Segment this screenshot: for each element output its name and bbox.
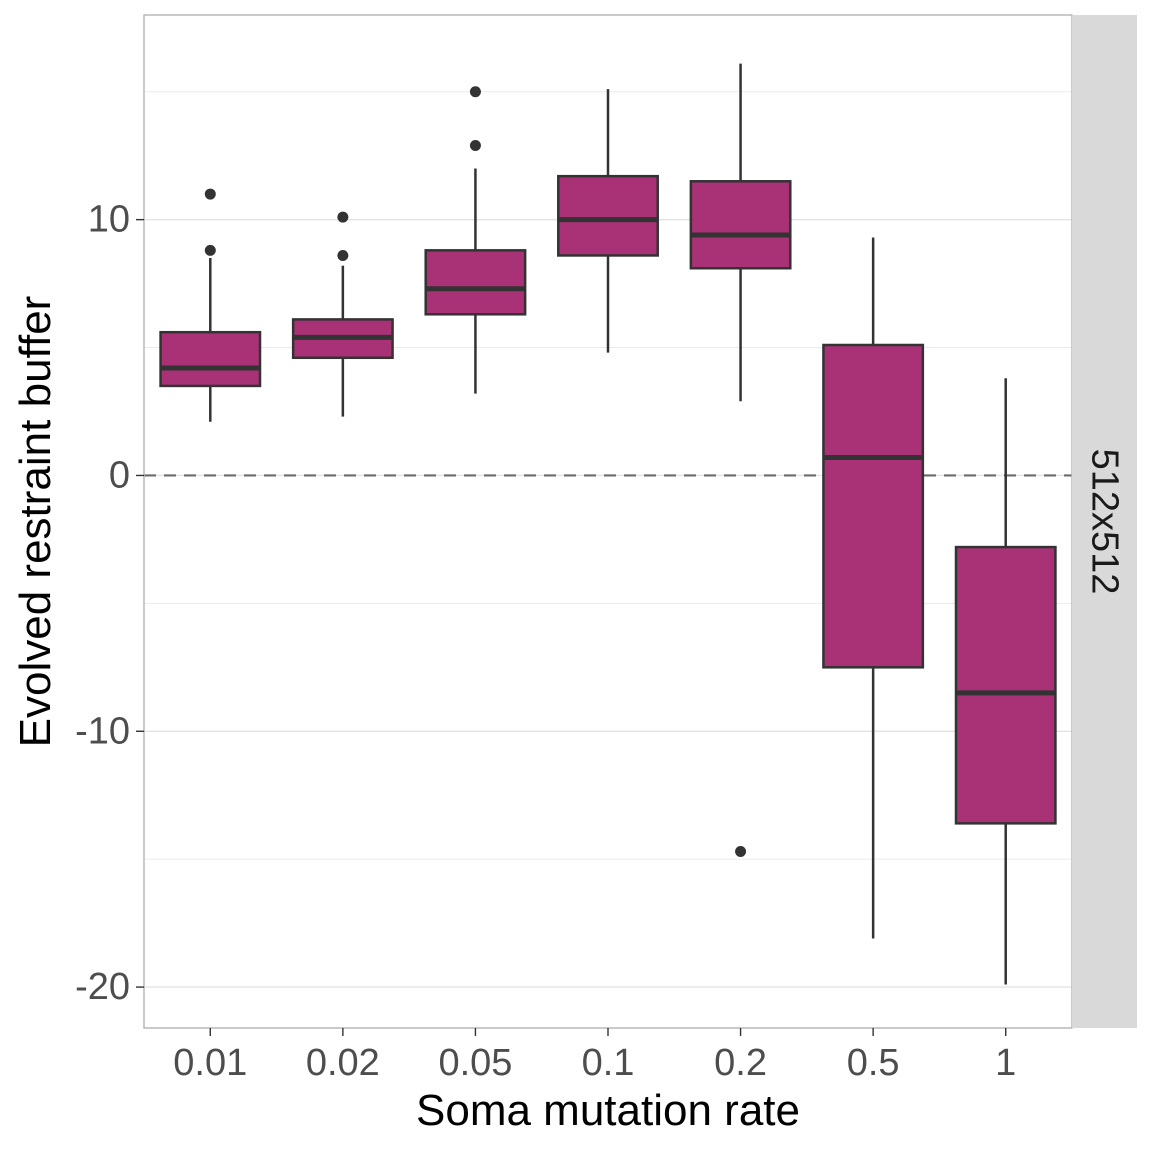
- facet-strip-label: 512x512: [1084, 449, 1126, 595]
- box-iqr: [689, 180, 792, 270]
- x-tick-label: 0.1: [582, 1042, 635, 1084]
- box-0.02: [291, 211, 394, 417]
- box-1: [954, 378, 1057, 985]
- x-axis-ticks: 0.01 0.02 0.05 0.1 0.2 0.5 1: [173, 1028, 1016, 1084]
- x-axis-title: Soma mutation rate: [416, 1086, 800, 1135]
- box-iqr: [822, 343, 925, 669]
- x-tick-label: 0.02: [306, 1042, 380, 1084]
- facet-strip: [1072, 15, 1137, 1028]
- outlier-point: [337, 211, 349, 223]
- y-tick-label: -20: [75, 966, 130, 1008]
- x-tick-label: 1: [995, 1042, 1016, 1084]
- box-iqr: [954, 545, 1057, 825]
- outlier-point: [337, 249, 349, 261]
- y-tick-label: 10: [88, 199, 130, 241]
- x-tick-label: 0.05: [438, 1042, 512, 1084]
- outlier-point: [469, 86, 481, 98]
- outlier-point: [204, 244, 216, 256]
- y-axis-ticks: -20 -10 0 10: [75, 199, 144, 1008]
- box-0.5: [822, 237, 925, 939]
- x-tick-label: 0.2: [714, 1042, 767, 1084]
- x-tick-label: 0.01: [173, 1042, 247, 1084]
- y-tick-label: 0: [109, 454, 130, 496]
- y-axis-title: Evolved restraint buffer: [11, 296, 60, 748]
- box-0.1: [557, 89, 659, 353]
- box-iqr: [557, 174, 659, 257]
- box-iqr: [424, 249, 527, 316]
- boxes: [159, 63, 1057, 985]
- outlier-point: [469, 139, 481, 151]
- box-0.05: [424, 86, 527, 394]
- outlier-point: [735, 845, 747, 857]
- box-0.01: [159, 188, 262, 422]
- box-0.2: [689, 63, 792, 857]
- box-iqr: [159, 330, 262, 388]
- y-tick-label: -10: [75, 710, 130, 752]
- outlier-point: [204, 188, 216, 200]
- x-tick-label: 0.5: [847, 1042, 900, 1084]
